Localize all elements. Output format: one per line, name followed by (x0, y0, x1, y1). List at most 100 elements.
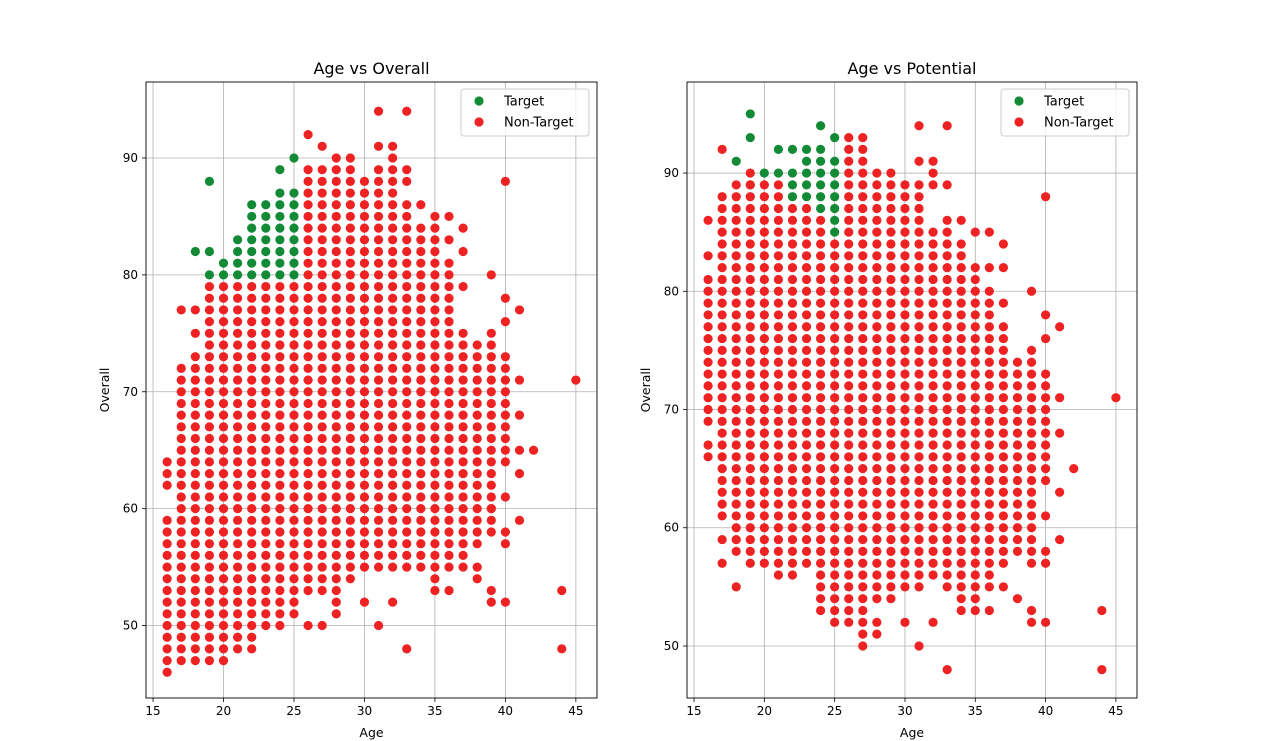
data-point (416, 246, 426, 257)
data-point (844, 215, 854, 225)
data-point (416, 504, 426, 514)
data-point (844, 156, 854, 166)
data-point (830, 322, 840, 332)
data-point (815, 452, 826, 462)
data-point (388, 165, 398, 175)
data-point (514, 375, 525, 385)
data-point (801, 298, 812, 308)
data-point (900, 274, 910, 285)
data-point (218, 597, 229, 607)
data-point (345, 457, 355, 467)
data-point (275, 574, 285, 584)
data-point (717, 345, 727, 355)
data-point (815, 534, 826, 545)
chart-title: Age vs Overall (313, 59, 429, 78)
y-axis-label: Overall (97, 368, 112, 413)
data-point (303, 328, 313, 338)
data-point (731, 440, 741, 450)
data-point (218, 445, 229, 455)
data-point (914, 251, 924, 261)
data-point (717, 286, 727, 296)
data-point (233, 585, 243, 596)
data-point (388, 492, 398, 502)
data-point (359, 352, 370, 362)
data-point (430, 211, 440, 222)
data-point (759, 274, 769, 285)
data-point (331, 188, 341, 198)
data-point (830, 582, 840, 592)
data-point (190, 433, 200, 444)
data-point (218, 550, 229, 560)
data-point (218, 433, 229, 444)
data-point (801, 404, 812, 415)
data-point (345, 153, 355, 163)
data-point (190, 597, 200, 607)
data-point (830, 428, 840, 438)
data-point (970, 333, 980, 344)
data-point (261, 200, 271, 210)
data-point (886, 523, 896, 533)
data-point (900, 251, 910, 261)
data-point (858, 156, 868, 166)
data-point (359, 375, 370, 385)
data-point (1026, 404, 1037, 415)
data-point (998, 440, 1009, 450)
data-point (703, 215, 713, 225)
data-point (472, 480, 482, 490)
data-point (176, 480, 186, 490)
data-point (162, 644, 172, 654)
data-point (1012, 393, 1023, 403)
data-point (359, 363, 370, 373)
y-tick-label: 50 (123, 619, 138, 633)
data-point (773, 274, 784, 285)
data-point (373, 258, 384, 268)
data-point (970, 369, 980, 379)
data-point (745, 251, 755, 261)
data-point (317, 527, 327, 537)
data-point (162, 655, 172, 666)
data-point (373, 246, 384, 257)
data-point (703, 440, 713, 450)
data-point (247, 305, 257, 315)
data-point (317, 480, 327, 490)
data-point (261, 480, 271, 490)
data-point (844, 440, 854, 450)
data-point (745, 558, 755, 568)
data-point (830, 180, 840, 190)
data-point (275, 585, 285, 596)
data-point (773, 239, 784, 249)
data-point (942, 298, 952, 308)
data-point (331, 293, 341, 303)
data-point (402, 375, 412, 385)
data-point (815, 121, 826, 131)
data-point (247, 223, 257, 233)
data-point (275, 457, 285, 467)
data-point (731, 227, 741, 237)
data-point (218, 410, 229, 420)
data-point (815, 168, 826, 178)
data-point (1040, 558, 1051, 568)
data-point (373, 317, 384, 327)
data-point (261, 620, 271, 631)
data-point (844, 546, 854, 556)
data-point (928, 404, 938, 415)
data-point (247, 457, 257, 467)
data-point (801, 144, 812, 154)
data-point (900, 511, 910, 521)
data-point (858, 629, 868, 639)
data-point (872, 546, 882, 556)
data-point (289, 200, 299, 210)
data-point (303, 585, 313, 596)
data-point (970, 345, 980, 355)
data-point (731, 239, 741, 249)
data-point (787, 286, 798, 296)
data-point (773, 440, 784, 450)
data-point (1040, 404, 1051, 415)
data-point (261, 293, 271, 303)
data-point (261, 270, 271, 280)
data-point (830, 475, 840, 486)
data-point (275, 246, 285, 257)
data-point (247, 410, 257, 420)
data-point (486, 410, 496, 420)
